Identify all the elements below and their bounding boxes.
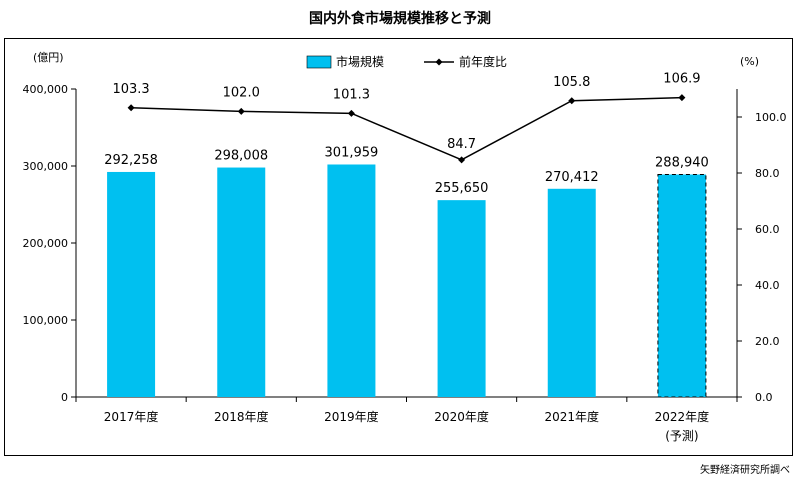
bar-data-label: 288,940 <box>655 156 709 171</box>
legend-group: 市場規模 前年度比 <box>306 54 507 69</box>
bar <box>437 200 486 397</box>
x-tick-label: 2022年度 <box>655 409 710 424</box>
y-right-tick-label: 60.0 <box>755 223 780 236</box>
y-right-tick-label: 0.0 <box>755 391 773 404</box>
chart-svg: 0 100,000 200,000 300,000 400,000 0.0 20.0 40.0… <box>23 51 787 443</box>
bar-data-label: 255,650 <box>435 181 489 196</box>
line-data-label: 102.0 <box>223 85 260 100</box>
y-left-tick-label: 0 <box>61 391 68 404</box>
y-left-tick-label: 100,000 <box>23 314 69 327</box>
legend-swatch-bar <box>306 55 332 69</box>
bar-data-label: 301,959 <box>325 145 379 160</box>
chart-axes: 0 100,000 200,000 300,000 400,000 0.0 20.0 40.0… <box>23 51 787 443</box>
y-left-tick-label: 400,000 <box>23 83 69 96</box>
chart-frame: 0 100,000 200,000 300,000 400,000 0.0 20.0 40.0… <box>4 38 793 456</box>
bar <box>217 167 266 397</box>
source-note: 矢野経済研究所調べ <box>700 465 790 476</box>
line-series <box>131 96 682 161</box>
bar-data-label: 298,008 <box>214 149 268 164</box>
x-tick-sublabel: (予測) <box>665 429 698 443</box>
labels-group: 292,258 298,008 301,959 255,650 270,412 288,9… <box>104 72 709 196</box>
bar <box>327 164 376 397</box>
x-tick-label: 2020年度 <box>434 409 489 424</box>
bar-data-label: 270,412 <box>545 170 599 185</box>
legend-label-bar: 市場規模 <box>336 54 384 69</box>
line-data-label: 103.3 <box>112 82 149 97</box>
y-right-unit: (%) <box>740 55 759 68</box>
bar-forecast <box>657 174 707 398</box>
line-data-label: 105.8 <box>553 75 590 90</box>
y-left-tick-label: 200,000 <box>23 237 69 250</box>
x-tick-label: 2019年度 <box>324 409 379 424</box>
x-tick-label: 2018年度 <box>214 409 269 424</box>
legend-label-line: 前年度比 <box>459 54 507 69</box>
line-data-label: 101.3 <box>333 87 370 102</box>
line-point <box>458 156 466 164</box>
line-group <box>127 94 686 164</box>
line-data-label: 106.9 <box>663 72 700 87</box>
bar <box>107 171 156 397</box>
y-right-tick-label: 20.0 <box>755 335 780 348</box>
line-data-label: 84.7 <box>447 137 476 152</box>
line-point <box>347 109 355 117</box>
bar <box>547 188 596 397</box>
y-right-tick-label: 100.0 <box>755 111 787 124</box>
line-point <box>237 107 245 115</box>
x-tick-label: 2017年度 <box>104 409 159 424</box>
legend-marker-line <box>435 58 443 66</box>
chart-title: 国内外食市場規模推移と予測 <box>309 11 491 27</box>
y-left-tick-label: 300,000 <box>23 160 69 173</box>
y-right-tick-label: 80.0 <box>755 167 780 180</box>
line-point <box>678 94 686 102</box>
bar-data-label: 292,258 <box>104 153 158 168</box>
y-right-tick-label: 40.0 <box>755 279 780 292</box>
line-point <box>127 104 135 112</box>
x-tick-label: 2021年度 <box>544 409 599 424</box>
line-point <box>568 97 576 105</box>
bars-group <box>107 164 707 398</box>
y-left-unit: (億円) <box>33 51 64 64</box>
